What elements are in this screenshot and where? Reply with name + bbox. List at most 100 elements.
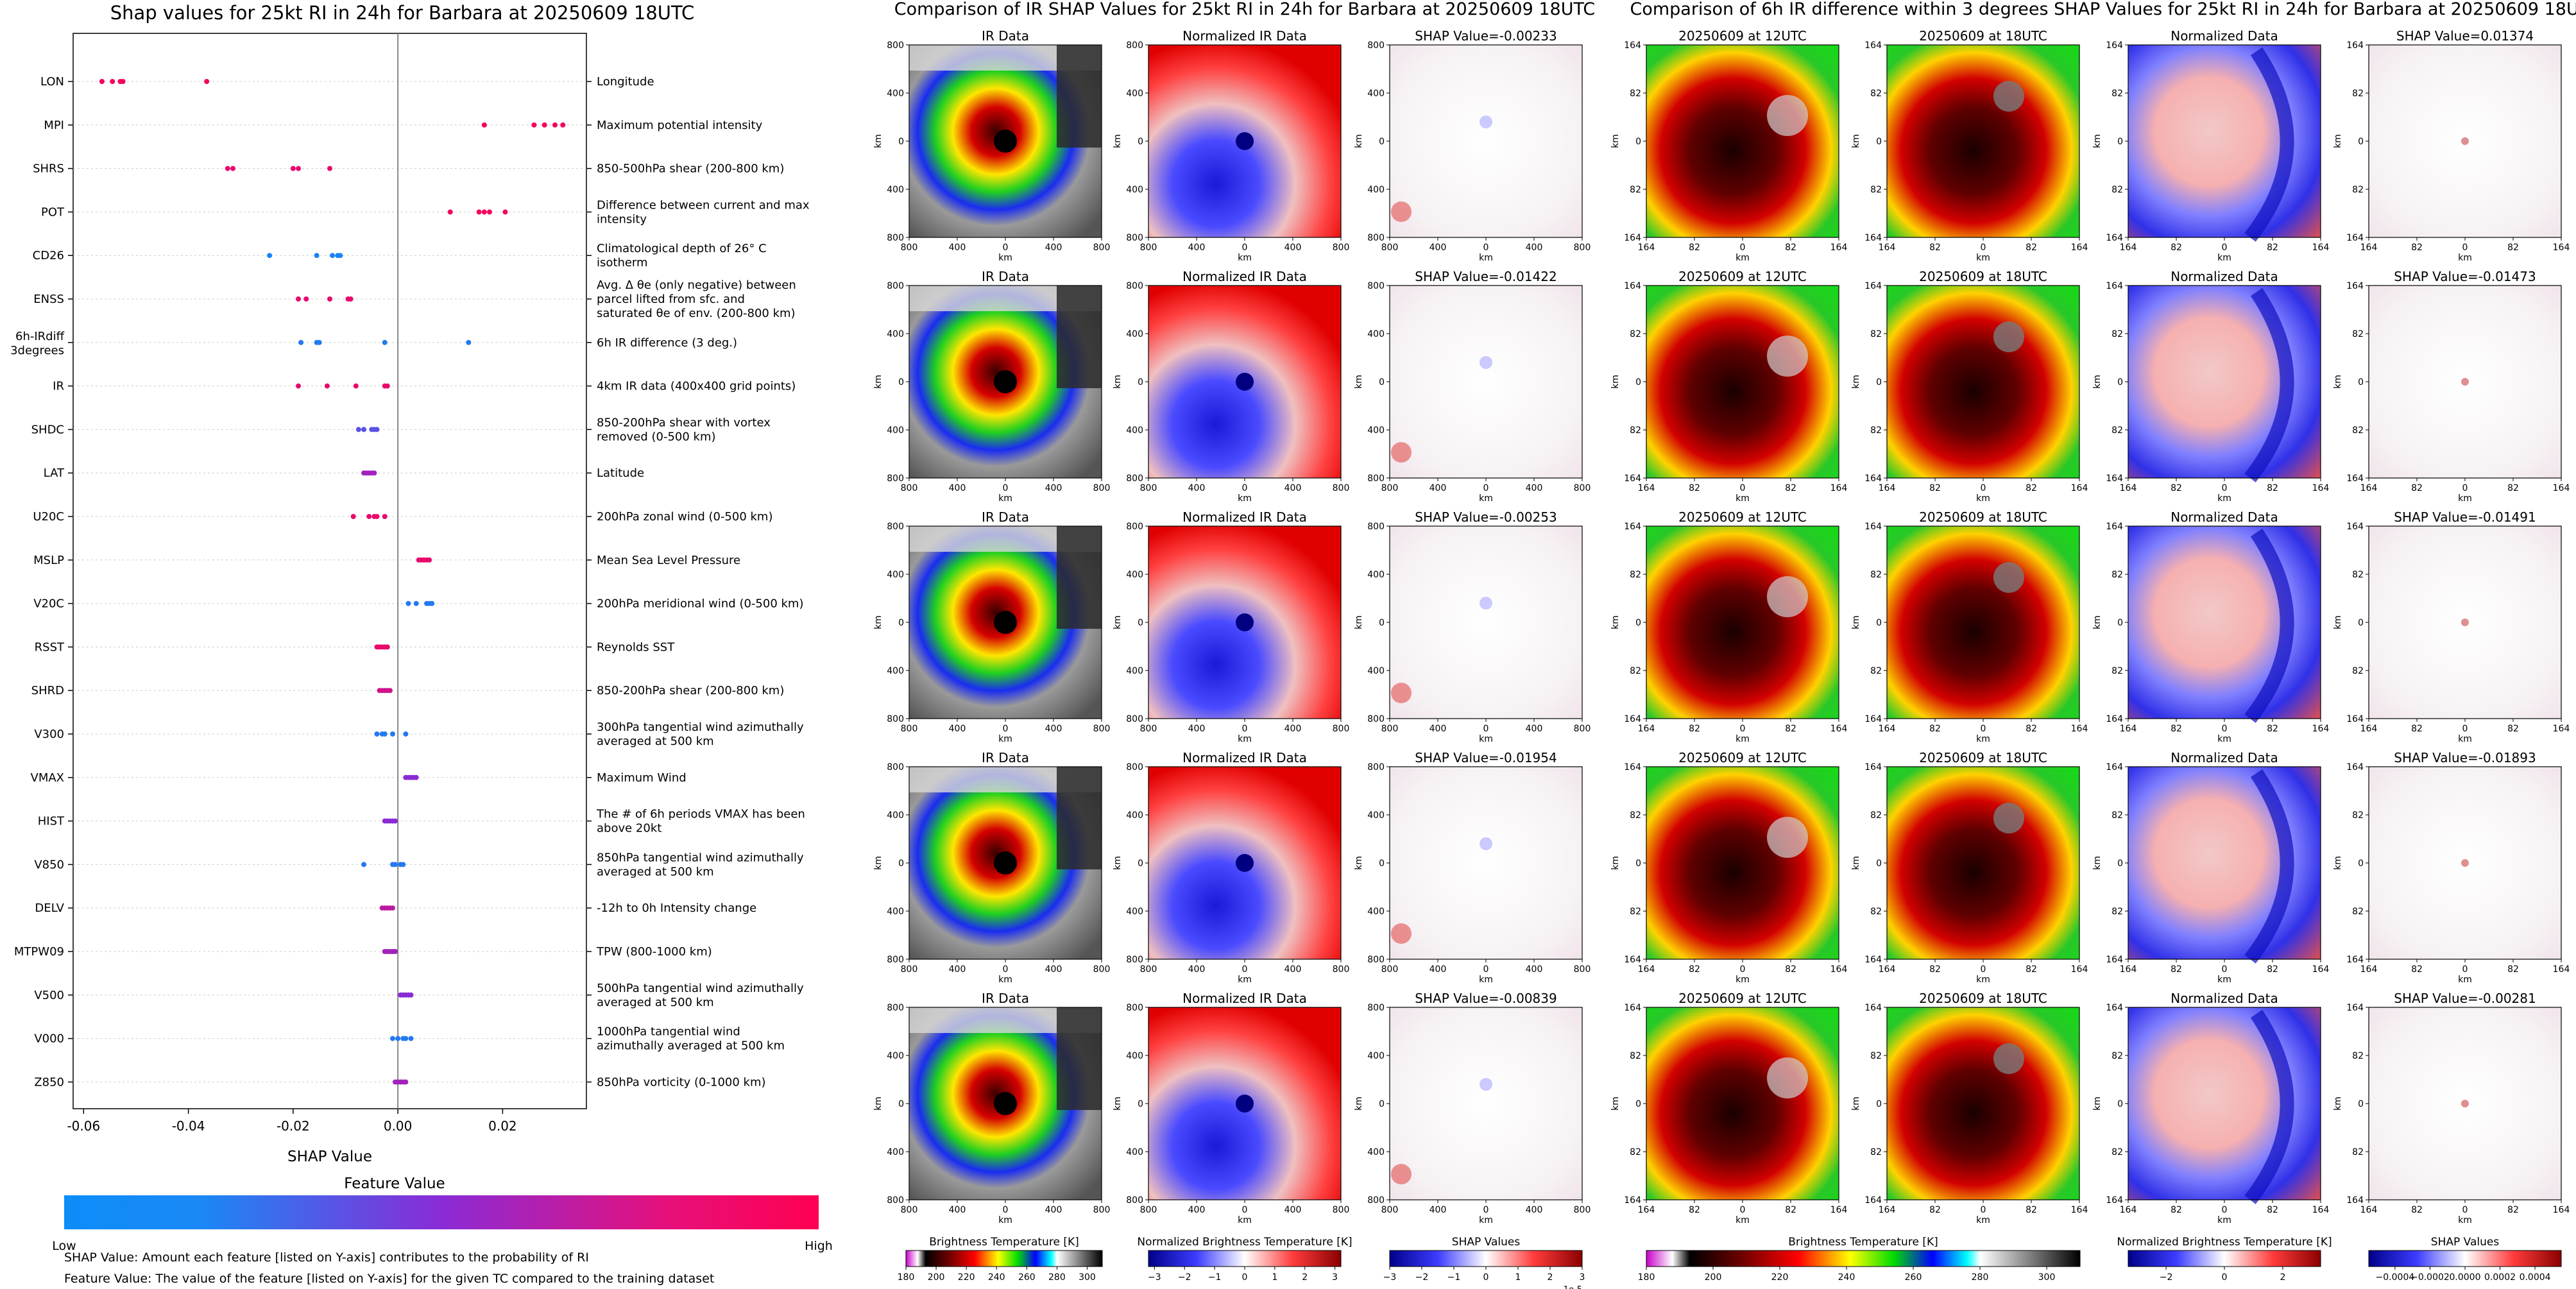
y-tick-label: 800: [887, 474, 904, 484]
x-axis-label: km: [1479, 1215, 1493, 1225]
y-tick-label: 0: [1138, 137, 1143, 147]
y-tick-label: 800: [1126, 714, 1143, 724]
x-tick-label: 82: [1785, 1205, 1796, 1215]
x-tick-label: 164: [2360, 724, 2378, 734]
shap-point: [384, 644, 390, 650]
heatmap-title: IR Data: [982, 750, 1029, 765]
x-tick-label: 82: [1929, 1205, 1941, 1215]
y-axis-label: km: [2092, 134, 2103, 148]
y-tick-label: 164: [2346, 1195, 2364, 1206]
feature-label: VMAX: [31, 771, 65, 785]
y-tick-label: 164: [2106, 955, 2123, 965]
feature-label: SHDC: [31, 423, 64, 436]
shap-point: [382, 339, 388, 345]
y-tick-label: 0: [1379, 377, 1385, 388]
y-tick-label: 164: [1624, 40, 1641, 51]
x-tick-label: 164: [1879, 1205, 1896, 1215]
ir-shap-comparison: Comparison of IR SHAP Values for 25kt RI…: [873, 0, 1595, 1289]
x-tick-label: 800: [1093, 724, 1111, 734]
heatmap-title: SHAP Value=-0.01893: [2394, 750, 2536, 765]
x-tick-label: 0: [1242, 483, 1248, 493]
y-tick-label: 800: [1126, 955, 1143, 965]
y-axis-label: km: [873, 615, 883, 629]
feature-value-note: Feature Value: The value of the feature …: [64, 1272, 714, 1286]
x-tick-label: 0: [1483, 1205, 1489, 1215]
shap-point: [298, 339, 304, 345]
y-tick-label: 82: [1870, 570, 1882, 580]
shap-point: [314, 253, 320, 259]
x-tick-label: 164: [2071, 964, 2088, 975]
x-tick-label: 0: [1483, 483, 1489, 493]
y-tick-label: 82: [1630, 1051, 1641, 1061]
shap-point: [393, 862, 398, 867]
heatmap-title: IR Data: [982, 991, 1029, 1006]
shap-point: [447, 209, 453, 215]
y-axis-label: km: [1610, 375, 1621, 389]
y-tick-label: 82: [2352, 666, 2364, 676]
y-tick-label: 800: [1126, 233, 1143, 243]
x-tick-label: 82: [2411, 1205, 2423, 1215]
shap-point: [361, 427, 367, 432]
shap-point: [400, 862, 406, 867]
x-tick-label: 82: [1689, 1205, 1700, 1215]
colorbar-tick-label: 0.0000: [2450, 1272, 2481, 1283]
y-tick-label: 82: [1870, 425, 1882, 436]
shap-point: [466, 339, 472, 345]
y-tick-label: 82: [2111, 1051, 2123, 1061]
feature-label: V850: [34, 858, 64, 871]
y-tick-label: 800: [887, 714, 904, 724]
ir-eye: [994, 130, 1017, 153]
heatmap-image: [1390, 286, 1582, 478]
x-tick-label: 0: [2462, 724, 2468, 734]
shap-point: [403, 1036, 409, 1041]
y-tick-label: 800: [1367, 714, 1385, 724]
heatmap-cell: Normalized IR Data8008004004000040040080…: [1113, 509, 1349, 744]
irdiff-comparison-title: Comparison of 6h IR difference within 3 …: [1630, 0, 2576, 19]
x-tick-label: 400: [1526, 243, 1543, 253]
y-tick-label: 400: [1126, 425, 1143, 436]
x-axis-label: km: [998, 734, 1012, 744]
y-tick-label: 800: [1367, 40, 1385, 51]
x-tick-label: 164: [1879, 964, 1896, 975]
x-tick-label: 164: [1638, 964, 1655, 975]
x-tick-label: 400: [1188, 724, 1206, 734]
y-axis-label: km: [1354, 375, 1364, 389]
shap-point: [387, 688, 393, 694]
y-tick-label: 0: [1138, 618, 1143, 628]
y-tick-label: 164: [2106, 522, 2123, 532]
irdiff-colorbars: Brightness Temperature [K] 180 200 220 240 26…: [1638, 1236, 2562, 1283]
y-axis-label: km: [1610, 856, 1621, 870]
shap-point: [303, 296, 309, 302]
feature-description: Climatological depth of 26° C: [597, 242, 767, 255]
x-tick-label: 400: [949, 483, 966, 493]
ir-cold-region: [1057, 526, 1102, 629]
shap-blob: [1391, 201, 1412, 222]
x-tick-label: 164: [1830, 243, 1848, 253]
colorbar-offset: 1e-5: [1564, 1285, 1582, 1289]
x-tick-label: 400: [1429, 724, 1447, 734]
heatmap-title: 20250609 at 12UTC: [1678, 750, 1807, 765]
y-tick-label: 82: [1630, 666, 1641, 676]
x-tick-label: 82: [2026, 243, 2037, 253]
heatmap-cell: 20250609 at 18UTC1641648282008282164164k…: [1851, 509, 2088, 744]
shap-point: [427, 557, 432, 563]
heatmap-cell: SHAP Value=-0.01491164164828200828216416…: [2333, 509, 2570, 744]
x-axis-label: km: [1736, 493, 1750, 504]
x-tick-label: 800: [1093, 1205, 1111, 1215]
feature-description: TPW (800-1000 km): [596, 945, 712, 959]
x-tick-label: 82: [2507, 964, 2519, 975]
colorbar-bar: [905, 1250, 1103, 1267]
x-tick-label: 82: [1689, 964, 1700, 975]
colorbar-tick-label: −2: [1178, 1272, 1191, 1283]
x-axis-label: km: [1976, 493, 1990, 504]
x-tick-label: 400: [1284, 1205, 1302, 1215]
x-tick-label: 82: [2026, 724, 2037, 734]
shap-point: [350, 514, 356, 519]
heatmap-cell: Normalized IR Data8008004004000040040080…: [1113, 750, 1349, 985]
heatmap-image: [1390, 1007, 1582, 1200]
colorbar-bar: [1389, 1250, 1583, 1267]
colorbar-tick-label: 0: [1483, 1272, 1489, 1283]
y-axis-label: km: [873, 134, 883, 148]
y-tick-label: 164: [2106, 762, 2123, 773]
x-tick-label: 0: [1003, 964, 1009, 975]
